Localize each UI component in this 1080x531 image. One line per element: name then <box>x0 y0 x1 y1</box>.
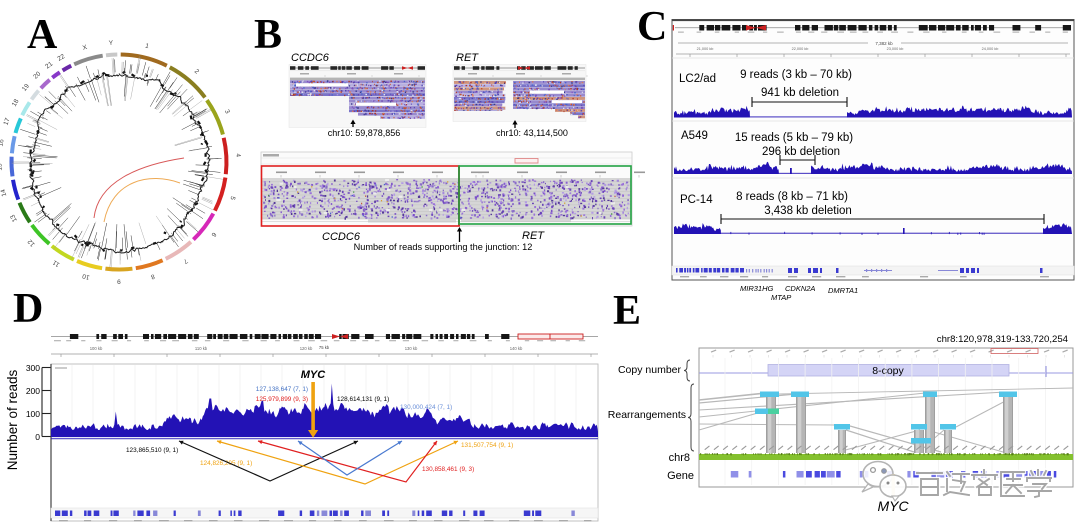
svg-text:CCDC6: CCDC6 <box>291 52 330 64</box>
svg-text:7,382 kb: 7,382 kb <box>875 41 893 46</box>
svg-text:9: 9 <box>117 278 121 285</box>
svg-text:C: C <box>637 4 667 50</box>
svg-text:4: 4 <box>234 153 241 157</box>
svg-text:13: 13 <box>9 213 19 223</box>
svg-text:MIR31HG: MIR31HG <box>740 284 774 293</box>
svg-text:PC-14: PC-14 <box>680 194 713 206</box>
svg-text:24,000 kb: 24,000 kb <box>982 47 999 51</box>
svg-text:RET: RET <box>522 230 545 242</box>
svg-text:Copy number: Copy number <box>618 364 682 376</box>
svg-text:7: 7 <box>182 257 189 265</box>
svg-text:MTAP: MTAP <box>771 293 791 302</box>
svg-text:8 reads (8 kb – 71 kb): 8 reads (8 kb – 71 kb) <box>736 191 848 203</box>
svg-text:300: 300 <box>26 363 40 373</box>
svg-text:LC2/ad: LC2/ad <box>679 73 716 85</box>
svg-text:chr8:120,978,319-133,720,254: chr8:120,978,319-133,720,254 <box>937 334 1069 345</box>
svg-text:19: 19 <box>21 82 31 92</box>
svg-text:chr8: chr8 <box>669 452 690 464</box>
svg-text:100 kb: 100 kb <box>90 346 103 351</box>
svg-text:9 reads (3 kb – 70 kb): 9 reads (3 kb – 70 kb) <box>740 69 852 81</box>
svg-text:110 kb: 110 kb <box>195 346 208 351</box>
svg-text:MYC: MYC <box>301 369 327 381</box>
svg-text:CCDC6: CCDC6 <box>322 231 361 243</box>
svg-text:15 reads (5 kb – 79 kb): 15 reads (5 kb – 79 kb) <box>735 132 853 144</box>
svg-text:130,858,461 (9, 3): 130,858,461 (9, 3) <box>422 466 474 473</box>
svg-text:3,438 kb deletion: 3,438 kb deletion <box>764 205 852 217</box>
svg-text:6: 6 <box>209 231 217 238</box>
svg-text:14: 14 <box>0 188 8 197</box>
svg-text:23,000 kb: 23,000 kb <box>887 47 904 51</box>
svg-text:130 kb: 130 kb <box>405 346 418 351</box>
svg-text:DMRTA1: DMRTA1 <box>828 286 858 295</box>
svg-text:75 kb: 75 kb <box>319 345 330 350</box>
svg-text:21: 21 <box>44 60 54 70</box>
svg-text:10: 10 <box>81 272 90 281</box>
svg-text:120 kb: 120 kb <box>300 346 313 351</box>
svg-text:5: 5 <box>228 195 236 201</box>
svg-text:1: 1 <box>144 43 150 51</box>
svg-text:8-copy: 8-copy <box>872 365 904 377</box>
svg-text:chr10: 43,114,500: chr10: 43,114,500 <box>496 128 568 138</box>
svg-text:2: 2 <box>193 68 201 76</box>
svg-text:RET: RET <box>456 52 479 64</box>
svg-text:0: 0 <box>35 432 40 442</box>
svg-text:100: 100 <box>26 409 40 419</box>
svg-text:124,826,205 (9, 1): 124,826,205 (9, 1) <box>200 460 252 467</box>
svg-text:140 kb: 140 kb <box>510 346 523 351</box>
svg-text:Number of reads: Number of reads <box>5 369 20 470</box>
svg-text:123,865,510 (9, 1): 123,865,510 (9, 1) <box>126 447 178 454</box>
svg-text:X: X <box>82 44 89 52</box>
svg-text:22: 22 <box>56 53 66 63</box>
svg-text:125,979,899 (9, 3): 125,979,899 (9, 3) <box>256 396 308 403</box>
svg-text:941 kb deletion: 941 kb deletion <box>761 87 839 99</box>
svg-text:CDKN2A: CDKN2A <box>785 284 815 293</box>
svg-text:17: 17 <box>3 117 12 127</box>
svg-text:15: 15 <box>0 163 4 171</box>
svg-text:D: D <box>13 286 43 332</box>
svg-text:130,000,424 (7, 1): 130,000,424 (7, 1) <box>400 404 452 411</box>
svg-text:B: B <box>254 12 282 58</box>
svg-text:128,614,131 (9, 1): 128,614,131 (9, 1) <box>337 396 389 403</box>
svg-text:Gene: Gene <box>667 470 694 482</box>
svg-text:3: 3 <box>223 109 231 116</box>
svg-text:296 kb deletion: 296 kb deletion <box>762 146 840 158</box>
svg-text:A549: A549 <box>681 130 708 142</box>
svg-text:127,138,647 (7, 1): 127,138,647 (7, 1) <box>256 386 308 393</box>
svg-text:18: 18 <box>11 98 21 108</box>
svg-text:200: 200 <box>26 386 40 396</box>
svg-text:22,000 kb: 22,000 kb <box>792 47 809 51</box>
svg-text:Y: Y <box>108 40 113 47</box>
svg-text:Number of reads supporting the: Number of reads supporting the junction:… <box>354 242 533 252</box>
svg-text:21,000 kb: 21,000 kb <box>697 47 714 51</box>
svg-text:11: 11 <box>51 258 61 268</box>
svg-text:12: 12 <box>26 237 36 247</box>
svg-text:E: E <box>613 288 641 334</box>
svg-text:A: A <box>27 12 58 58</box>
svg-text:Rearrangements: Rearrangements <box>608 409 686 421</box>
svg-text:16: 16 <box>0 138 6 147</box>
svg-text:MYC: MYC <box>877 498 909 514</box>
svg-text:chr10: 59,878,856: chr10: 59,878,856 <box>328 128 401 138</box>
svg-text:131,507,754 (9, 1): 131,507,754 (9, 1) <box>461 442 513 449</box>
svg-text:20: 20 <box>32 70 42 80</box>
svg-text:8: 8 <box>150 272 156 280</box>
